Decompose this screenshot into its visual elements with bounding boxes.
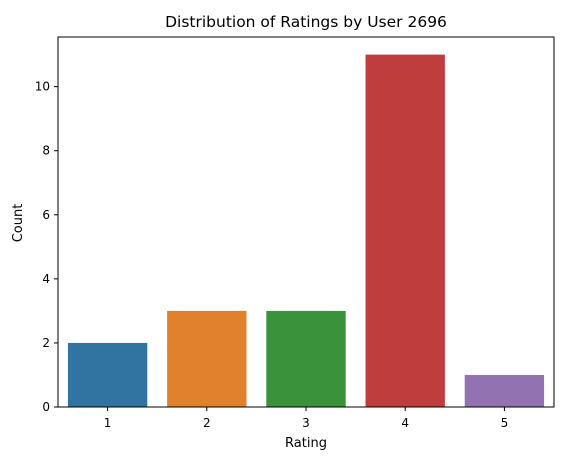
bars-group: [67, 54, 545, 407]
x-tick-label: 3: [302, 416, 310, 430]
bar-rating-2: [167, 310, 247, 407]
y-axis-ticks: 0 2 4 6 8 10: [35, 80, 58, 414]
x-tick-label: 1: [104, 416, 112, 430]
y-tick-label: 8: [42, 144, 50, 158]
bar-rating-4: [365, 54, 445, 407]
y-tick-label: 4: [42, 272, 50, 286]
bar-rating-5: [464, 374, 545, 407]
x-axis-ticks: 1 2 3 4 5: [104, 407, 508, 430]
y-tick-label: 0: [42, 400, 50, 414]
plot-frame: [57, 36, 555, 408]
y-tick-label: 10: [35, 80, 50, 94]
y-tick-label: 6: [42, 208, 50, 222]
x-tick-label: 2: [203, 416, 211, 430]
y-axis-label: Count: [11, 204, 26, 243]
x-axis-label: Rating: [285, 436, 327, 451]
bar-rating-1: [67, 342, 148, 407]
y-tick-label: 2: [42, 336, 50, 350]
x-tick-label: 4: [401, 416, 409, 430]
x-tick-label: 5: [501, 416, 509, 430]
bar-rating-3: [266, 310, 346, 407]
chart-title: Distribution of Ratings by User 2696: [165, 13, 447, 31]
